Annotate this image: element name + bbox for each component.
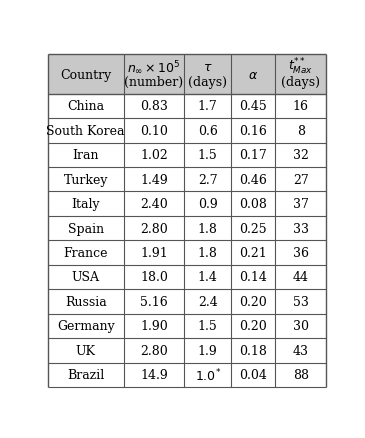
Text: 0.18: 0.18 xyxy=(239,344,267,357)
Text: 1.9: 1.9 xyxy=(198,344,218,357)
Text: 0.6: 0.6 xyxy=(198,124,218,138)
Text: 37: 37 xyxy=(293,198,308,211)
Text: $\alpha$: $\alpha$ xyxy=(248,68,258,81)
Text: UK: UK xyxy=(76,344,96,357)
Text: 0.04: 0.04 xyxy=(239,368,267,381)
Text: (number): (number) xyxy=(124,76,184,89)
Text: 0.9: 0.9 xyxy=(198,198,218,211)
Text: 36: 36 xyxy=(293,247,309,259)
Text: 0.20: 0.20 xyxy=(239,320,267,332)
Text: China: China xyxy=(67,100,104,113)
Text: 0.20: 0.20 xyxy=(239,295,267,308)
Text: 2.40: 2.40 xyxy=(140,198,168,211)
Text: 0.46: 0.46 xyxy=(239,173,267,186)
Text: France: France xyxy=(64,247,108,259)
Text: South Korea: South Korea xyxy=(46,124,125,138)
Text: Germany: Germany xyxy=(57,320,115,332)
Text: $1.0^{*}$: $1.0^{*}$ xyxy=(195,367,221,383)
Text: 8: 8 xyxy=(297,124,305,138)
Text: 1.8: 1.8 xyxy=(198,247,218,259)
Text: 2.4: 2.4 xyxy=(198,295,218,308)
Text: 0.21: 0.21 xyxy=(239,247,267,259)
Text: 0.25: 0.25 xyxy=(239,222,267,235)
Text: 27: 27 xyxy=(293,173,308,186)
Text: 2.80: 2.80 xyxy=(140,344,168,357)
Text: 14.9: 14.9 xyxy=(140,368,168,381)
Text: 32: 32 xyxy=(293,149,308,162)
Text: 0.08: 0.08 xyxy=(239,198,267,211)
Text: (days): (days) xyxy=(188,76,227,89)
Text: 1.02: 1.02 xyxy=(140,149,168,162)
Text: 43: 43 xyxy=(293,344,309,357)
Text: Italy: Italy xyxy=(72,198,100,211)
Text: Iran: Iran xyxy=(73,149,99,162)
Text: Brazil: Brazil xyxy=(67,368,104,381)
Text: 1.7: 1.7 xyxy=(198,100,218,113)
Text: 1.5: 1.5 xyxy=(198,320,218,332)
Text: Russia: Russia xyxy=(65,295,107,308)
Text: 0.14: 0.14 xyxy=(239,271,267,284)
Text: 0.45: 0.45 xyxy=(239,100,267,113)
Text: 5.16: 5.16 xyxy=(140,295,168,308)
Text: 30: 30 xyxy=(293,320,309,332)
Text: 0.10: 0.10 xyxy=(140,124,168,138)
Text: 88: 88 xyxy=(293,368,309,381)
Text: 1.91: 1.91 xyxy=(140,247,168,259)
Text: Spain: Spain xyxy=(68,222,104,235)
Text: $t_{Max}^{**}$: $t_{Max}^{**}$ xyxy=(288,57,313,77)
Text: 0.16: 0.16 xyxy=(239,124,267,138)
Text: 33: 33 xyxy=(293,222,309,235)
Text: $n_{\infty} \times 10^5$: $n_{\infty} \times 10^5$ xyxy=(127,59,181,75)
Text: $\tau$: $\tau$ xyxy=(203,60,212,74)
Text: USA: USA xyxy=(72,271,100,284)
Text: 1.5: 1.5 xyxy=(198,149,218,162)
Text: 2.80: 2.80 xyxy=(140,222,168,235)
Text: Turkey: Turkey xyxy=(64,173,108,186)
Text: 18.0: 18.0 xyxy=(140,271,168,284)
Text: 1.49: 1.49 xyxy=(140,173,168,186)
Text: 0.83: 0.83 xyxy=(140,100,168,113)
Text: Country: Country xyxy=(60,68,111,81)
Text: 2.7: 2.7 xyxy=(198,173,218,186)
Text: 44: 44 xyxy=(293,271,309,284)
Text: (days): (days) xyxy=(281,76,320,89)
Bar xyxy=(48,55,326,95)
Text: 0.17: 0.17 xyxy=(239,149,267,162)
Text: 53: 53 xyxy=(293,295,308,308)
Text: 1.90: 1.90 xyxy=(140,320,168,332)
Text: 1.4: 1.4 xyxy=(198,271,218,284)
Text: 16: 16 xyxy=(293,100,309,113)
Text: 1.8: 1.8 xyxy=(198,222,218,235)
